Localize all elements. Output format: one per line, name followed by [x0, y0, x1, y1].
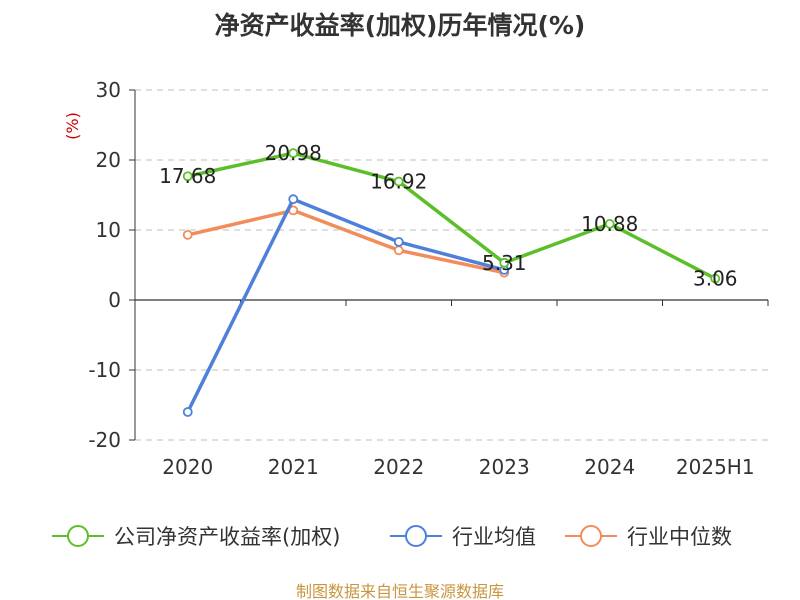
legend-label: 行业中位数: [627, 525, 732, 549]
data-label: 16.92: [370, 170, 427, 194]
data-point: [710, 273, 721, 284]
data-point: [182, 229, 193, 240]
legend-label: 公司净资产收益率(加权): [114, 525, 340, 549]
x-tick-label: 2025H1: [676, 455, 755, 479]
data-label: 10.88: [581, 212, 638, 236]
legend-swatch-marker: [580, 525, 602, 547]
legend-label: 行业均值: [452, 525, 536, 549]
data-point: [393, 176, 404, 187]
data-label: 20.98: [265, 141, 322, 165]
series-line-1: [186, 197, 506, 414]
chart-title: 净资产收益率(加权)历年情况(%): [214, 11, 586, 40]
x-tick-label: 2020: [162, 455, 213, 479]
data-label: 5.31: [482, 251, 527, 275]
data-point: [182, 407, 193, 417]
data-point: [499, 257, 510, 268]
data-point: [182, 171, 193, 182]
data-point: [288, 148, 299, 159]
data-point: [288, 194, 299, 205]
series-line-2: [186, 208, 506, 275]
legend-swatch-marker: [405, 525, 427, 547]
data-point: [604, 218, 615, 229]
data-point: [393, 236, 404, 247]
legend-swatch-marker: [67, 525, 89, 547]
data-label: 3.06: [693, 267, 738, 291]
source-credit: 制图数据来自恒生聚源数据库: [295, 582, 504, 600]
y-tick-label: 30: [96, 78, 121, 102]
x-tick-label: 2024: [584, 455, 635, 479]
y-tick-label: 10: [96, 218, 121, 242]
x-tick-label: 2022: [373, 455, 424, 479]
data-point: [393, 245, 404, 256]
data-label: 17.68: [159, 164, 216, 188]
y-tick-label: 20: [96, 148, 121, 172]
series-line-0: [186, 151, 717, 281]
y-tick-label: -20: [88, 428, 121, 452]
x-tick-label: 2021: [268, 455, 319, 479]
x-tick-label: 2023: [479, 455, 530, 479]
y-axis-label: (%): [63, 112, 82, 140]
y-tick-label: 0: [108, 288, 121, 312]
y-tick-label: -10: [88, 358, 121, 382]
